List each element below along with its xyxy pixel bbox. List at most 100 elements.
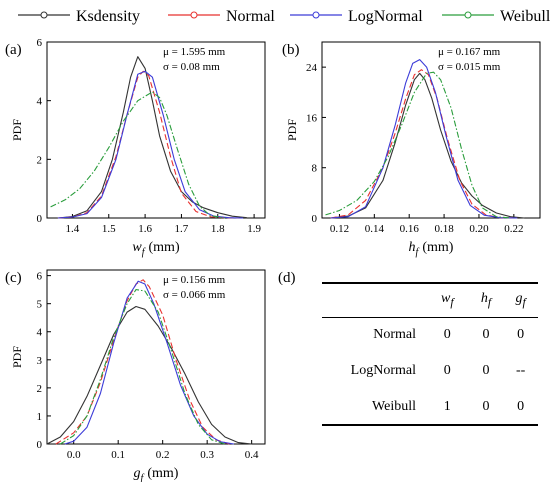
x-tick-label: 1.9: [247, 223, 261, 235]
y-tick-label: 24: [306, 62, 318, 74]
annotation-mu: μ = 0.156 mm: [163, 274, 226, 286]
y-tick-label: 16: [306, 112, 318, 124]
panel-letter-a: (a): [5, 42, 22, 58]
series-lognormal: [330, 59, 518, 219]
x-tick-label: 1.6: [138, 223, 152, 235]
x-label-symbol: g: [134, 466, 141, 481]
table-header-wf: wf: [441, 291, 454, 310]
table-cell: 0: [517, 327, 525, 343]
series-weibull: [50, 91, 226, 219]
y-tick-label: 0: [312, 213, 318, 225]
legend: Ksdensity Normal LogNormal Weibull: [18, 8, 550, 25]
plot-frame: [46, 269, 266, 445]
legend-entry-weibull: Weibull: [442, 8, 550, 25]
chart-gf: 0.0 0.1 0.2 0.3 0.4 0 1 2 3 4 5 6 PDF gf (mm) μ = 0.156…: [10, 269, 266, 484]
plot-frame: [46, 41, 266, 219]
chart-wf: 1.4 1.5 1.6 1.7 1.8 1.9 0 2 4 6 PDF wf (mm) μ = 1.595…: [10, 37, 266, 258]
annotation-sigma: σ = 0.08 mm: [163, 61, 220, 73]
y-tick-label: 0: [37, 213, 43, 225]
y-tick-label: 8: [312, 163, 318, 175]
table-header-gf: gf: [515, 291, 526, 310]
table-cell: 1: [443, 398, 451, 414]
table-row: LogNormal 0 0 --: [322, 353, 538, 389]
x-tick-label: 0.3: [200, 449, 214, 461]
x-tick-label: 0.18: [434, 223, 454, 235]
x-label-unit: (mm): [149, 240, 180, 255]
y-tick-label: 0: [37, 439, 43, 451]
y-axis-label: PDF: [10, 346, 24, 368]
y-axis-label: PDF: [285, 119, 299, 141]
annotation-mu: μ = 1.595 mm: [163, 46, 226, 58]
legend-label: Normal: [226, 8, 275, 25]
x-label-subscript: f: [141, 473, 145, 482]
x-tick-label: 0.2: [156, 449, 170, 461]
annotation-sigma: σ = 0.015 mm: [438, 61, 501, 73]
table-header-hf: hf: [480, 291, 492, 310]
legend-marker: [190, 11, 198, 19]
series-ksdensity: [57, 56, 247, 219]
y-tick-label: 6: [37, 271, 43, 283]
series-weibull: [60, 289, 226, 445]
x-tick-label: 0.0: [67, 449, 81, 461]
y-tick-label: 1: [37, 411, 43, 423]
series-ksdensity: [330, 72, 525, 219]
gof-table-container: wf hf gf Normal 0 0 0 LogNormal 0 0 -- W…: [322, 282, 538, 425]
panel-a: (a) 1.4 1.5 1.6 1.7 1.8 1.9 0 2 4 6 PDF wf (mm) μ = 1…: [0, 30, 275, 260]
x-axis-label: wf (mm): [132, 240, 180, 258]
series-normal: [55, 279, 230, 445]
x-label-subscript: f: [416, 247, 420, 258]
series-normal: [57, 70, 240, 219]
legend-marker: [312, 11, 320, 19]
table-row-label: LogNormal: [350, 363, 416, 378]
legend-entry-ksdensity: Ksdensity: [18, 8, 140, 25]
x-label-unit: (mm): [422, 240, 453, 255]
x-axis-label: gf (mm): [134, 466, 179, 482]
y-tick-label: 2: [37, 383, 43, 395]
gof-table: wf hf gf Normal 0 0 0 LogNormal 0 0 -- W…: [322, 282, 538, 426]
x-tick-label: 1.7: [175, 223, 189, 235]
legend-label: Weibull: [500, 8, 550, 25]
plot-frame: [321, 41, 541, 219]
table-row-label: Normal: [373, 327, 416, 343]
x-tick-label: 0.22: [504, 223, 523, 235]
legend-label: Ksdensity: [76, 8, 140, 25]
x-tick-label: 1.5: [102, 223, 116, 235]
table-cell: 0: [443, 363, 451, 378]
annotation-mu: μ = 0.167 mm: [438, 46, 501, 58]
x-tick-label: 0.16: [400, 223, 420, 235]
x-tick-label: 0.20: [469, 223, 489, 235]
table-cell: 0: [482, 363, 490, 378]
series-weibull: [325, 71, 511, 219]
table-row: Normal 0 0 0: [322, 317, 538, 353]
x-tick-label: 0.4: [245, 449, 259, 461]
y-axis-label: PDF: [10, 119, 24, 141]
x-label-symbol: h: [409, 240, 416, 255]
x-tick-label: 0.1: [111, 449, 125, 461]
x-axis-label: hf (mm): [409, 240, 454, 258]
x-label-unit: (mm): [147, 466, 178, 481]
panel-b: (b) 0.12 0.14 0.16 0.18 0.20 0.22 0 8 16 24 PDF hf(…: [275, 30, 550, 260]
legend-entry-lognormal: LogNormal: [290, 8, 423, 25]
series-normal: [330, 69, 518, 219]
panel-letter-d: (d): [278, 270, 296, 286]
legend-marker: [464, 11, 472, 19]
y-tick-label: 4: [37, 96, 43, 108]
x-tick-label: 1.4: [66, 223, 80, 235]
panel-letter-c: (c): [5, 270, 22, 286]
y-tick-label: 2: [37, 154, 43, 166]
annotation-sigma: σ = 0.066 mm: [163, 289, 226, 301]
panel-letter-b: (b): [282, 42, 300, 58]
y-tick-label: 5: [37, 299, 43, 311]
table-row-label: Weibull: [372, 398, 416, 414]
table-corner: [322, 283, 426, 317]
table-cell: 0: [482, 398, 490, 414]
series-ksdensity: [46, 305, 252, 445]
y-tick-label: 6: [37, 37, 43, 49]
x-tick-label: 0.14: [365, 223, 385, 235]
table-cell: 0: [443, 327, 451, 343]
legend-label: LogNormal: [348, 8, 423, 25]
table-header-row: wf hf gf: [322, 283, 538, 317]
panel-c: (c) 0.0 0.1 0.2 0.3 0.4 0 1 2 3 4 5 6 PDF gf (mm) μ = 0…: [0, 258, 275, 484]
chart-hf: 0.12 0.14 0.16 0.18 0.20 0.22 0 8 16 24 PDF hf (mm) μ…: [285, 41, 541, 258]
table-row: Weibull 1 0 0: [322, 389, 538, 425]
